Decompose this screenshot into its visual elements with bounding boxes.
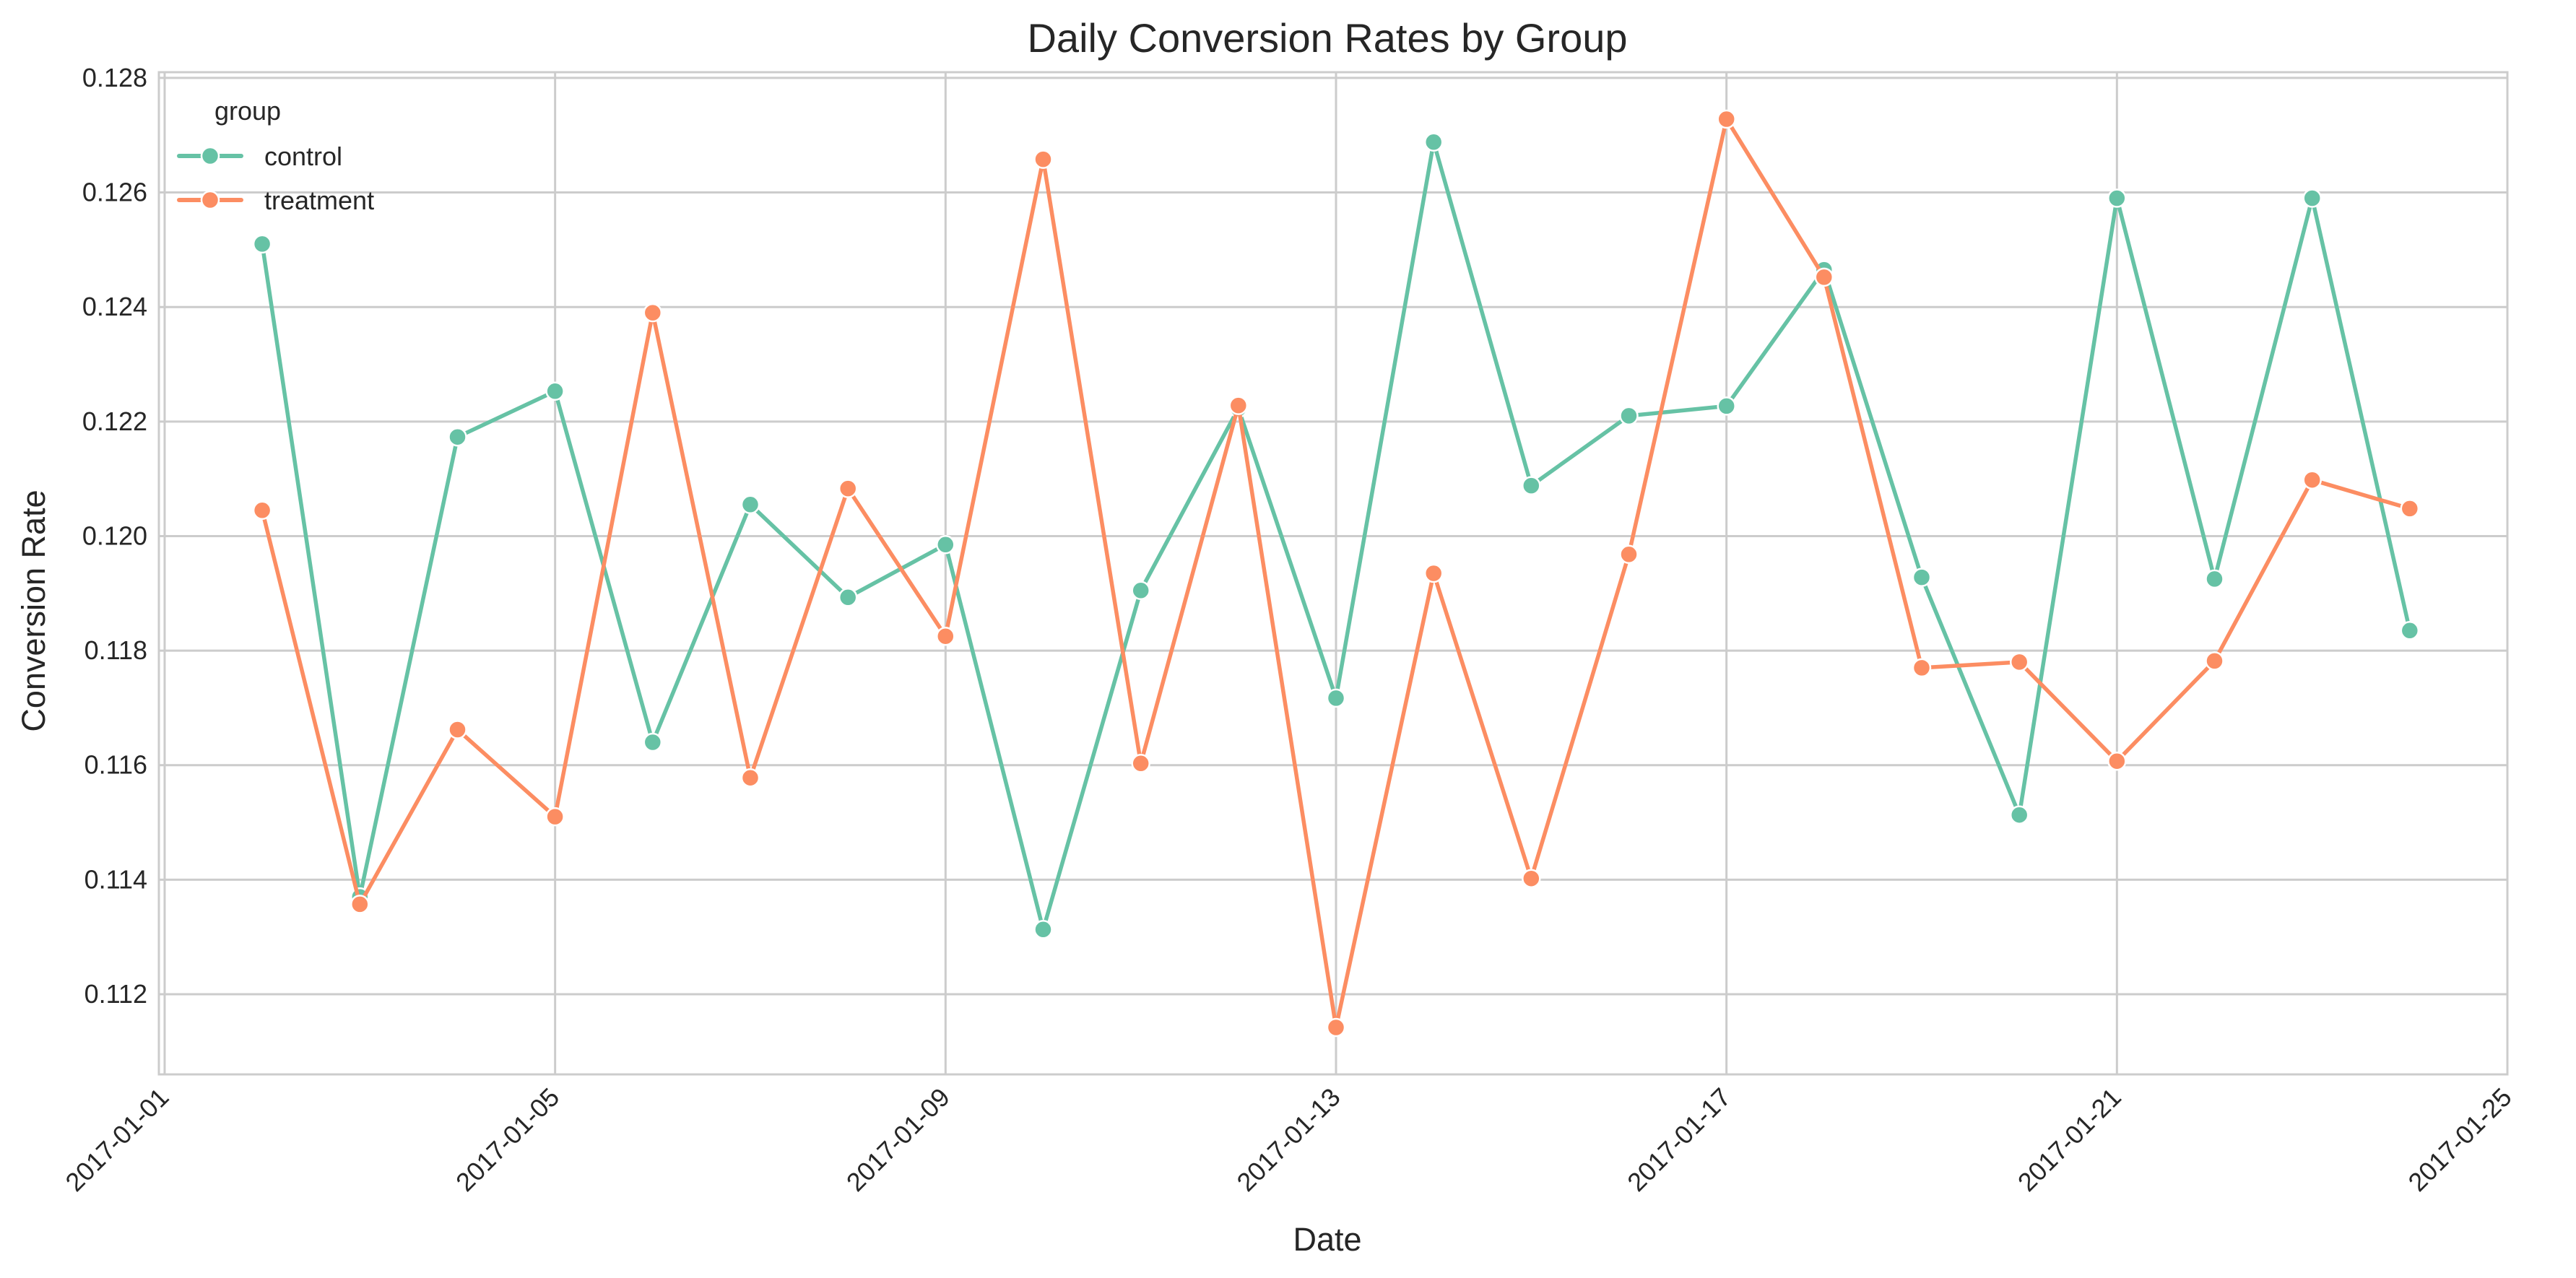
y-tick-label: 0.128 [82,63,147,92]
data-point-control [1619,406,1639,426]
data-point-treatment [2205,651,2224,671]
grid-lines [159,72,2509,1074]
data-point-control [2302,188,2322,208]
legend-label-treatment: treatment [264,186,374,215]
data-point-treatment [1522,869,1541,888]
data-point-control [1423,132,1444,152]
data-point-control [2107,188,2127,208]
data-point-treatment [936,626,955,646]
data-point-control [1912,568,1932,587]
data-point-treatment [643,303,663,323]
y-tick-label: 0.120 [82,521,147,550]
data-point-treatment [1912,658,1932,678]
data-point-treatment [1619,544,1639,565]
legend-marker-control [200,146,220,166]
data-point-treatment [740,768,760,788]
data-point-treatment [350,895,370,914]
data-point-control [1717,396,1736,416]
legend-label-control: control [264,142,342,171]
data-point-control [1326,688,1346,708]
plot-area-frame [157,71,2509,1076]
data-point-control [2205,569,2224,589]
data-point-treatment [2009,652,2029,672]
data-point-control [448,427,467,447]
y-axis-label: Conversion Rate [15,490,52,731]
data-point-control [1131,581,1150,601]
data-point-control [936,535,955,555]
data-point-treatment [252,500,272,521]
data-point-control [252,234,272,254]
data-point-control [1522,476,1541,495]
data-point-treatment [448,720,467,739]
series-layer [252,109,2420,1038]
y-tick-label: 0.124 [82,292,147,321]
data-point-control [838,588,858,607]
data-point-treatment [838,479,858,498]
legend: group control treatment [177,96,374,215]
data-point-treatment [2302,470,2322,490]
y-tick-label: 0.118 [84,635,147,665]
x-axis-label: Date [1293,1221,1361,1258]
y-tick-label: 0.114 [84,864,147,894]
data-point-control [2009,805,2029,825]
y-tick-label: 0.122 [82,407,147,436]
data-point-treatment [1131,754,1150,773]
data-point-control [740,495,760,515]
data-point-control [1033,920,1053,939]
data-point-treatment [2400,499,2420,518]
data-point-treatment [1033,149,1053,169]
y-tick-label: 0.126 [82,178,147,207]
chart-title: Daily Conversion Rates by Group [1027,15,1627,61]
data-point-treatment [2107,751,2127,771]
data-point-control [2400,621,2420,640]
data-point-control [545,381,565,401]
data-point-treatment [545,807,565,827]
y-tick-label: 0.116 [84,750,147,780]
data-point-treatment [1814,267,1834,287]
data-point-treatment [1326,1017,1346,1038]
data-point-control [643,732,663,752]
legend-marker-treatment [200,190,220,210]
data-point-treatment [1717,109,1736,129]
legend-title: group [214,96,281,126]
y-tick-label: 0.112 [84,979,147,1009]
data-point-treatment [1228,396,1249,415]
data-point-treatment [1423,563,1444,583]
